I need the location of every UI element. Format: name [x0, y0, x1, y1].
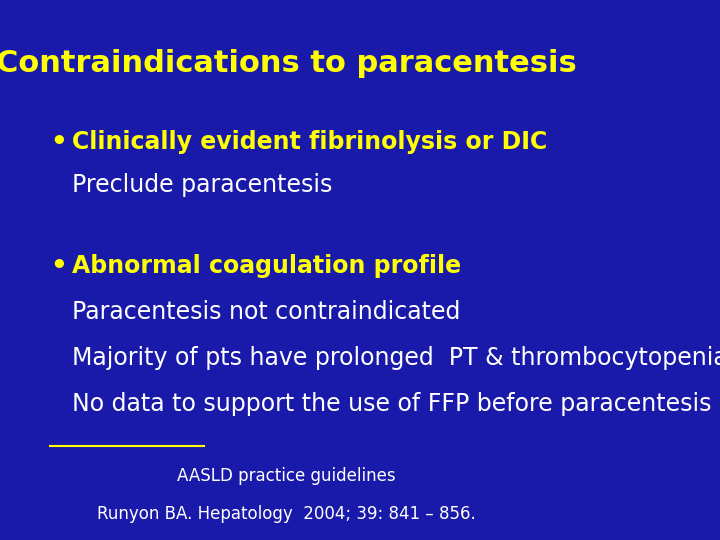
Text: Abnormal coagulation profile: Abnormal coagulation profile	[72, 254, 461, 278]
Text: Preclude paracentesis: Preclude paracentesis	[72, 173, 332, 197]
Text: Contraindications to paracentesis: Contraindications to paracentesis	[0, 49, 577, 78]
Text: No data to support the use of FFP before paracentesis: No data to support the use of FFP before…	[72, 392, 711, 415]
Text: AASLD practice guidelines: AASLD practice guidelines	[177, 467, 395, 485]
Text: Clinically evident fibrinolysis or DIC: Clinically evident fibrinolysis or DIC	[72, 130, 547, 153]
Text: •: •	[50, 130, 66, 156]
Text: Majority of pts have prolonged  PT & thrombocytopenia: Majority of pts have prolonged PT & thro…	[72, 346, 720, 369]
Text: Runyon BA. Hepatology  2004; 39: 841 – 856.: Runyon BA. Hepatology 2004; 39: 841 – 85…	[96, 505, 475, 523]
Text: Paracentesis not contraindicated: Paracentesis not contraindicated	[72, 300, 460, 323]
Text: •: •	[50, 254, 66, 280]
